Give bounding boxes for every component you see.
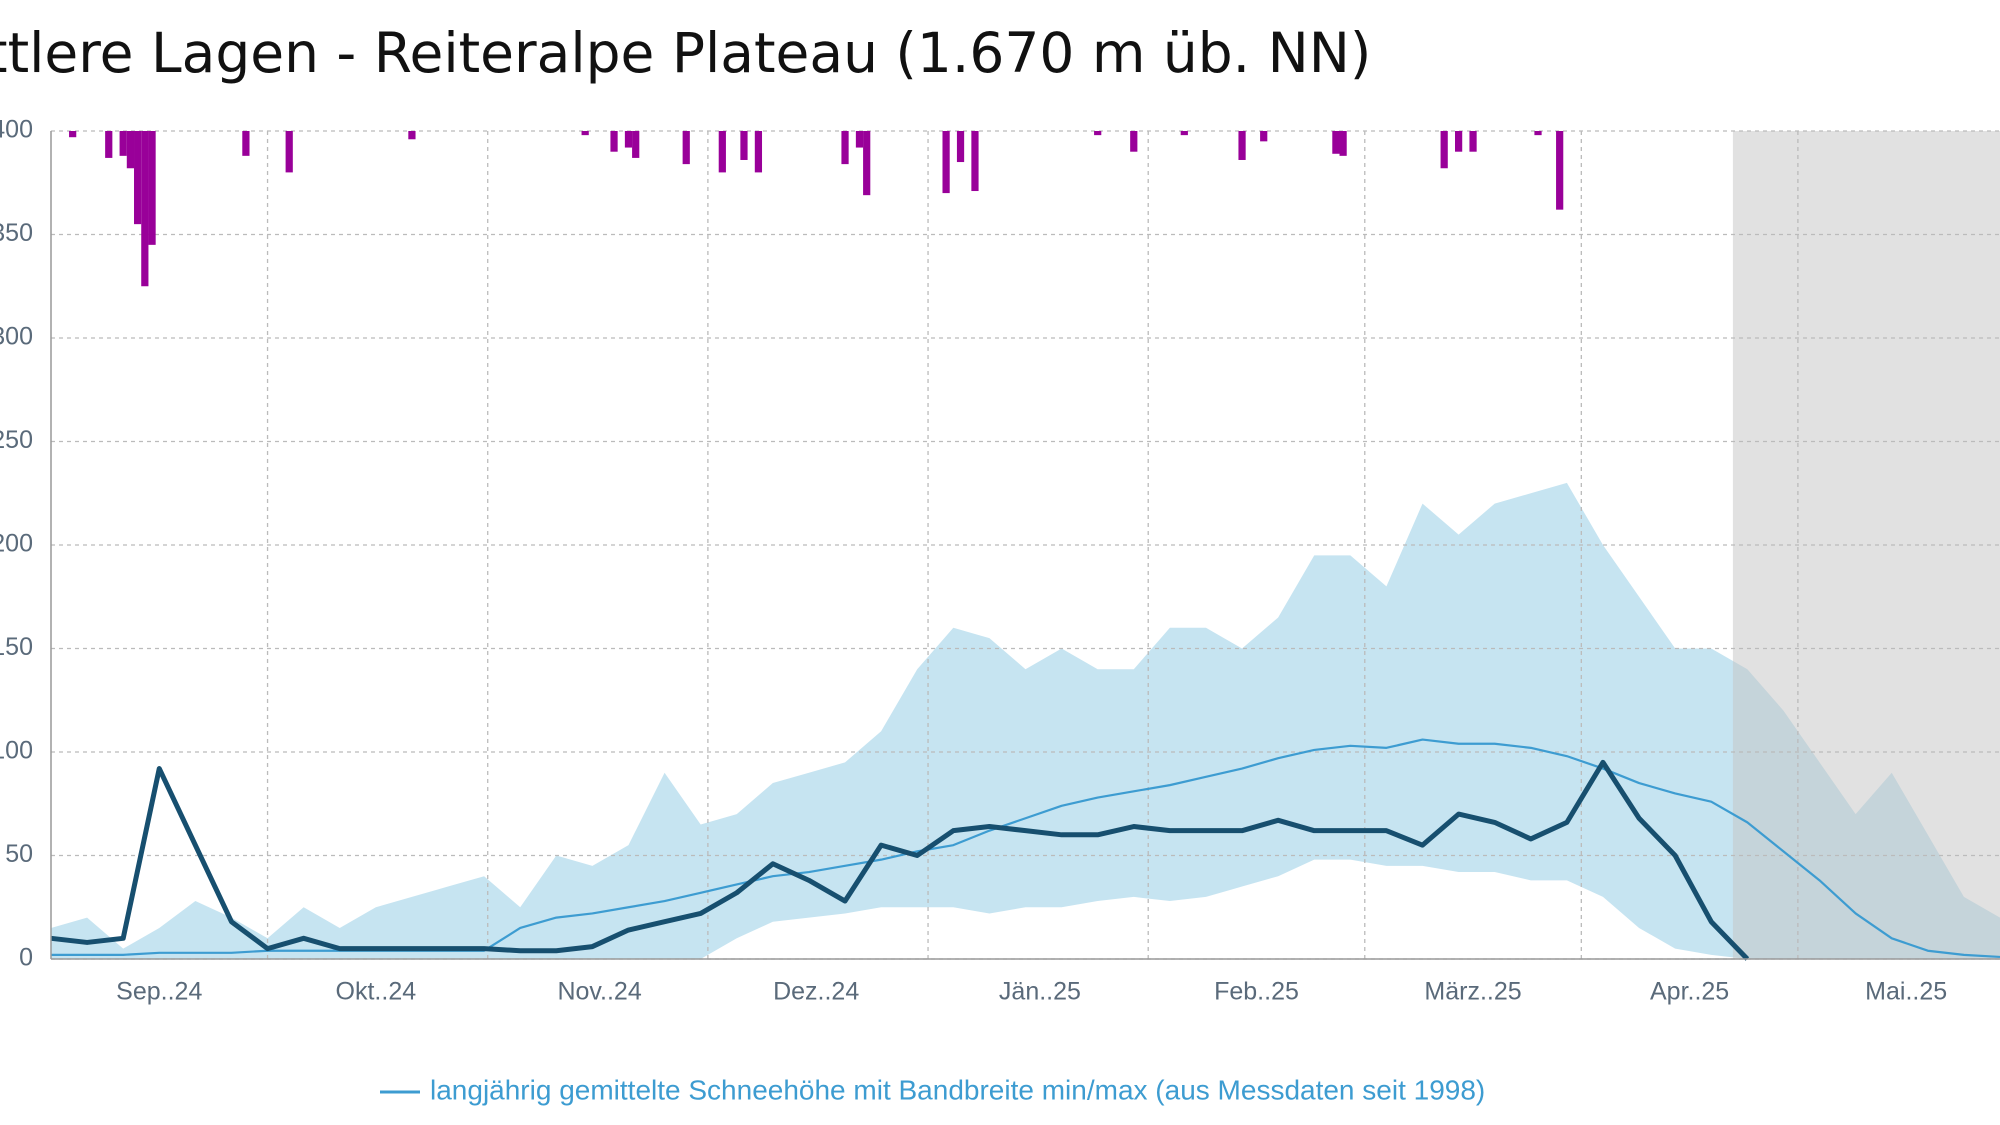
precipitation-bar xyxy=(610,131,618,152)
x-tick-label: Nov..24 xyxy=(557,978,641,1006)
precipitation-bar xyxy=(1180,131,1188,136)
precipitation-bar xyxy=(1455,131,1463,152)
precipitation-bar xyxy=(942,131,950,194)
y-tick-label: 0 xyxy=(19,944,33,972)
x-tick-label: Okt..24 xyxy=(336,978,417,1006)
precipitation-bar xyxy=(1094,131,1102,136)
precipitation-bar xyxy=(119,131,127,156)
precipitation-bar xyxy=(863,131,871,196)
precipitation-bar xyxy=(1332,131,1340,154)
x-tick-label: Sep..24 xyxy=(116,978,202,1006)
precipitation-bar xyxy=(105,131,113,158)
precipitation-bar xyxy=(1469,131,1477,152)
precipitation-bar xyxy=(855,131,864,148)
x-tick-label: Feb..25 xyxy=(1214,978,1299,1006)
y-tick-label: 50 xyxy=(5,840,33,868)
y-tick-label: 150 xyxy=(0,633,33,661)
snow-depth-line xyxy=(50,759,1750,961)
precipitation-bar xyxy=(632,131,640,158)
precipitation-bar xyxy=(1556,131,1564,210)
precipitation-bar xyxy=(581,131,589,136)
precipitation-bar xyxy=(148,131,156,245)
y-tick-label: 300 xyxy=(0,323,33,351)
precipitation-bar xyxy=(956,131,965,163)
precipitation-bar xyxy=(754,131,763,173)
y-tick-label: 100 xyxy=(0,737,33,765)
y-tick-label: 350 xyxy=(0,219,33,247)
precipitation-bar xyxy=(624,131,633,148)
precipitation-bar xyxy=(69,131,77,138)
y-tick-label: 400 xyxy=(0,116,33,144)
precipitation-bar xyxy=(1260,131,1268,142)
x-tick-label: Mai..25 xyxy=(1865,978,1947,1006)
y-tick-label: 250 xyxy=(0,426,33,454)
precipitation-bar xyxy=(1440,131,1448,169)
legend-label: langjährig gemittelte Schneehöhe mit Ban… xyxy=(430,1074,1485,1105)
precipitation-bar xyxy=(1238,131,1246,160)
precipitation-bar xyxy=(242,131,250,156)
x-tick-label: Dez..24 xyxy=(773,978,859,1006)
x-tick-label: Jän..25 xyxy=(999,978,1081,1006)
precipitation-bar xyxy=(285,131,293,173)
precipitation-bar xyxy=(408,131,416,140)
precipitation-bar xyxy=(1339,131,1347,156)
precipitation-bar xyxy=(1534,131,1542,136)
precipitation-bar xyxy=(740,131,748,160)
precipitation-bar xyxy=(134,131,142,225)
precipitation-bar xyxy=(682,131,690,165)
band-area xyxy=(51,482,2000,959)
precipitation-bar xyxy=(141,131,149,287)
chart-title: ttlere Lagen - Reiteralpe Plateau (1.670… xyxy=(0,21,1371,85)
x-tick-label: Apr..25 xyxy=(1650,978,1729,1006)
precipitation-bar xyxy=(971,131,979,192)
precipitation-bar xyxy=(718,131,726,173)
precipitation-bar xyxy=(1130,131,1138,152)
y-tick-label: 200 xyxy=(0,530,33,558)
precipitation-bar xyxy=(126,131,135,169)
x-tick-label: März..25 xyxy=(1424,978,1521,1006)
precipitation-bar xyxy=(841,131,849,165)
